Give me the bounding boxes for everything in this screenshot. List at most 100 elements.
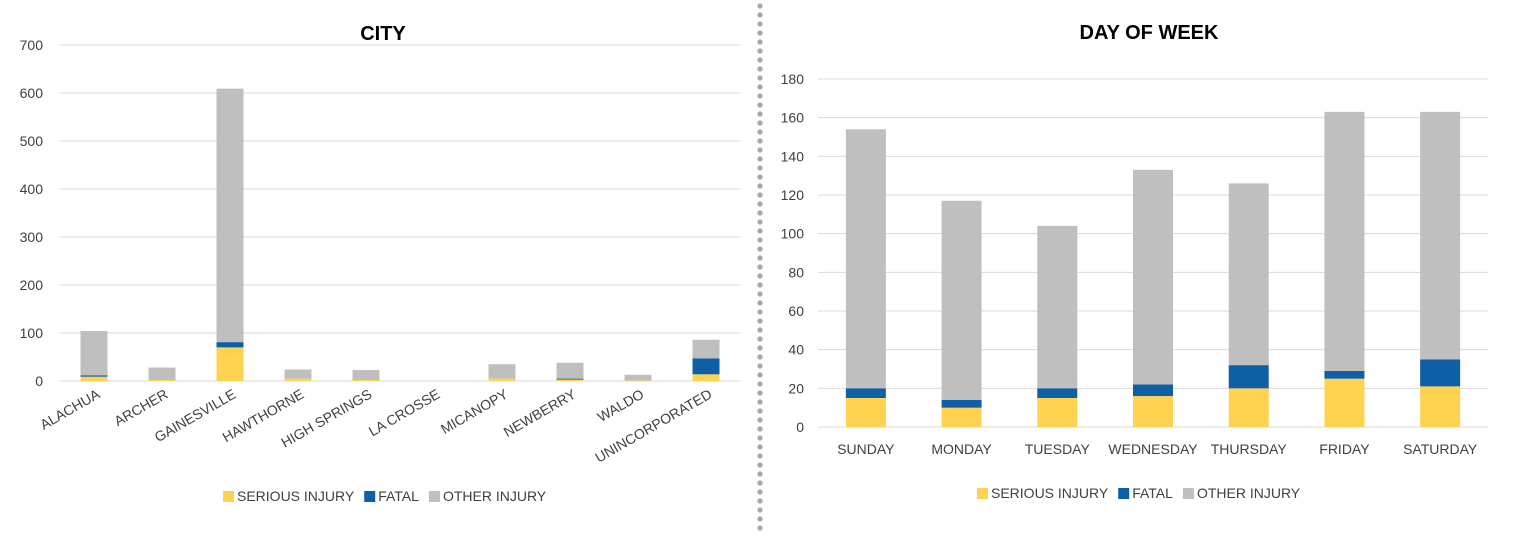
divider-dot (757, 381, 763, 387)
dow-legend-label: OTHER INJURY (1197, 485, 1301, 501)
city-legend: SERIOUS INJURY FATAL OTHER INJURY (223, 488, 547, 504)
divider-dot (757, 75, 763, 81)
dow-legend: SERIOUS INJURY FATAL OTHER INJURY (977, 485, 1301, 501)
city-bar-serious (556, 379, 584, 381)
divider-dot (757, 156, 763, 162)
city-bar-other (148, 367, 176, 381)
city-bar-other (284, 369, 312, 379)
dow-bar-fatal (1037, 388, 1078, 398)
divider-dot (757, 165, 763, 171)
divider-dot (757, 21, 763, 27)
divider-dot (757, 354, 763, 360)
divider-dot (757, 219, 763, 225)
dow-y-tick-label: 0 (796, 419, 804, 435)
city-bar-other (352, 369, 380, 381)
divider-dot (757, 426, 763, 432)
city-category-label: NEWBERRY (501, 385, 579, 440)
divider-dot (757, 264, 763, 270)
divider-dot (757, 372, 763, 378)
city-bar-other (624, 374, 652, 381)
city-bar-other (556, 362, 584, 379)
city-bar-fatal (80, 375, 108, 377)
city-legend-label: FATAL (378, 488, 419, 504)
divider-dot (757, 336, 763, 342)
divider-dot (757, 309, 763, 315)
city-y-tick-label: 600 (20, 85, 44, 101)
divider-dot (757, 363, 763, 369)
divider-dot (757, 327, 763, 333)
divider-dot (757, 57, 763, 63)
dow-bars (845, 111, 1461, 427)
dow-bar-other (941, 200, 982, 400)
divider-dot (757, 435, 763, 441)
city-bar-serious (284, 378, 312, 381)
dow-bar-serious (1324, 378, 1365, 427)
divider-dot (757, 183, 763, 189)
city-bar-other (692, 339, 720, 359)
dow-bar-other (1228, 183, 1269, 366)
city-bar-serious (352, 380, 380, 381)
city-chart-title: CITY (360, 23, 406, 45)
divider-dot (757, 30, 763, 36)
divider-dot (757, 246, 763, 252)
dow-bar-other (1037, 225, 1078, 389)
dow-bar-serious (1228, 388, 1269, 427)
divider-dot (757, 48, 763, 54)
city-category-label: ARCHER (111, 386, 170, 429)
dow-y-tick-label: 160 (781, 110, 805, 126)
divider-dot (757, 237, 763, 243)
dow-legend-swatch-serious (977, 488, 988, 499)
dow-y-tick-label: 180 (781, 71, 805, 87)
chart-divider (757, 3, 763, 531)
divider-dot (757, 345, 763, 351)
dow-category-label: THURSDAY (1211, 441, 1288, 457)
dow-legend-label: FATAL (1132, 485, 1173, 501)
dow-y-tick-label: 60 (788, 303, 804, 319)
dow-bar-fatal (1324, 370, 1365, 379)
divider-dot (757, 174, 763, 180)
divider-dot (757, 390, 763, 396)
divider-dot (757, 498, 763, 504)
city-bar-serious (488, 378, 516, 381)
city-bar-fatal (216, 342, 244, 348)
divider-dot (757, 525, 763, 531)
divider-dot (757, 120, 763, 126)
divider-dot (757, 39, 763, 45)
dow-category-label: FRIDAY (1319, 441, 1370, 457)
divider-dot (757, 408, 763, 414)
dow-chart-title: DAY OF WEEK (1080, 22, 1219, 44)
dow-bar-fatal (845, 388, 886, 398)
city-category-label: UNINCORPORATED (592, 386, 714, 466)
divider-dot (757, 93, 763, 99)
dow-x-axis: SUNDAY MONDAY TUESDAY WEDNESDAY THURSDAY FRID… (837, 441, 1478, 457)
dow-legend-swatch-other (1182, 488, 1194, 499)
dow-bar-serious (845, 398, 886, 427)
dow-category-label: SUNDAY (837, 441, 895, 457)
dow-y-tick-label: 120 (781, 187, 805, 203)
city-legend-label: OTHER INJURY (443, 488, 547, 504)
divider-dot (757, 210, 763, 216)
city-bar-fatal (556, 378, 584, 380)
dow-bar-other (1133, 169, 1173, 385)
city-bars (80, 88, 720, 382)
dow-bar-serious (1037, 398, 1078, 427)
divider-dot (757, 3, 763, 9)
divider-dot (757, 84, 763, 90)
city-y-tick-label: 300 (20, 229, 44, 245)
dow-y-axis: 0 20 40 60 80 100 120 140 160 180 (781, 71, 805, 435)
divider-dot (757, 507, 763, 513)
divider-dot (757, 399, 763, 405)
dow-category-label: SATURDAY (1403, 441, 1478, 457)
city-category-label: LA CROSSE (366, 386, 443, 440)
divider-dot (757, 453, 763, 459)
dow-bar-fatal (941, 399, 982, 408)
city-bar-other (216, 88, 244, 343)
divider-dot (757, 255, 763, 261)
city-bar-serious (624, 380, 652, 382)
city-bar-serious (148, 380, 176, 381)
city-legend-label: SERIOUS INJURY (237, 488, 355, 504)
dow-y-tick-label: 140 (781, 148, 805, 164)
dow-y-tick-label: 80 (788, 264, 804, 280)
divider-dot (757, 111, 763, 117)
